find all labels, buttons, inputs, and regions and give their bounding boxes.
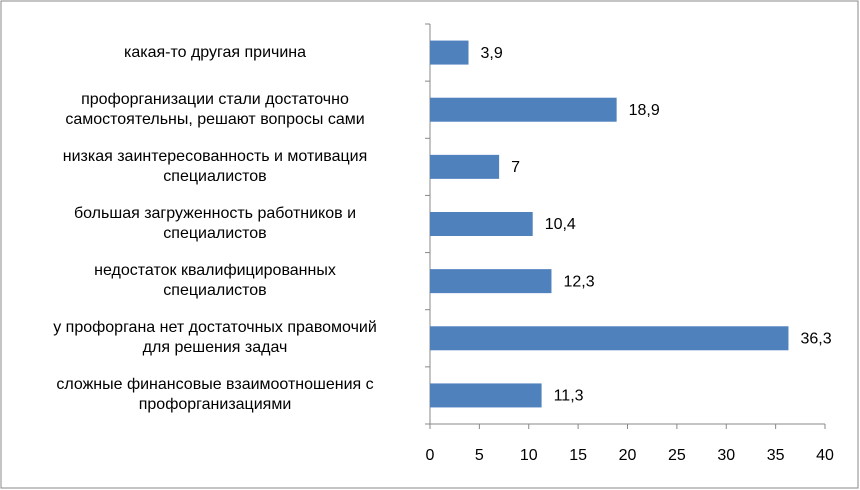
x-tick-label: 35 — [767, 447, 785, 464]
x-tick-label: 5 — [475, 447, 484, 464]
data-label: 18,9 — [629, 102, 660, 119]
bar — [430, 269, 552, 294]
category-label: какая-то другая причина — [123, 43, 307, 61]
data-label: 7 — [511, 159, 520, 176]
bar — [430, 154, 500, 179]
x-tick-label: 0 — [426, 447, 435, 464]
bar — [430, 40, 469, 65]
x-tick-label: 20 — [619, 447, 637, 464]
category-label: недостаток квалифицированных специалисто… — [94, 262, 336, 300]
bar — [430, 383, 542, 408]
category-label: сложные финансовые взаимоотношения с про… — [56, 376, 374, 414]
data-label: 12,3 — [563, 273, 594, 290]
x-tick-label: 25 — [668, 447, 686, 464]
data-label: 36,3 — [800, 331, 831, 348]
category-label: большая загруженность работников и специ… — [73, 205, 357, 242]
category-label: у профоргана нет достаточных правомочий … — [53, 319, 377, 357]
x-tick-label: 40 — [816, 447, 834, 464]
data-label: 3,9 — [481, 45, 503, 62]
bar — [430, 326, 789, 351]
category-label: профорганизации стали достаточно самосто… — [65, 90, 365, 128]
x-tick-label: 10 — [520, 447, 538, 464]
x-tick-label: 30 — [717, 447, 735, 464]
x-tick-label: 15 — [569, 447, 587, 464]
bar — [430, 212, 533, 236]
category-label: низкая заинтересованность и мотивация сп… — [62, 147, 368, 185]
data-label: 10,4 — [545, 216, 576, 233]
data-label: 11,3 — [554, 388, 584, 405]
bar — [430, 97, 617, 122]
